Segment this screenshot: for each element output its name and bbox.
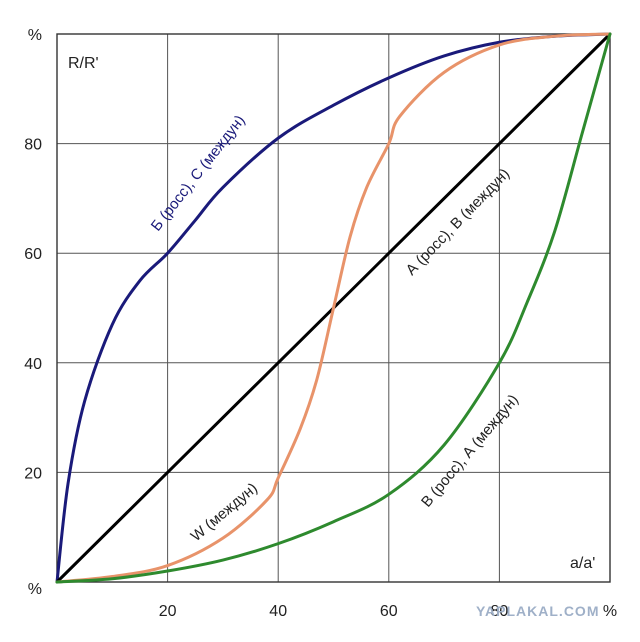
x-tick-label: % xyxy=(603,603,617,620)
watermark-logo: YAPLAKAL.COM xyxy=(476,603,600,619)
x-tick-label: 40 xyxy=(269,603,287,620)
grid xyxy=(56,33,611,583)
y-tick-label: 20 xyxy=(24,465,42,482)
y-tick-label: 60 xyxy=(24,246,42,263)
series-line-v-ross-a-mezhdun xyxy=(55,32,612,584)
series-line-w-mezhdun xyxy=(55,32,612,584)
plot-frame xyxy=(56,33,611,583)
x-tick-label: 20 xyxy=(159,603,177,620)
x-tick-label: 60 xyxy=(380,603,398,620)
y-tick-labels: % 20 40 60 80% xyxy=(24,27,42,598)
y-tick-label: 40 xyxy=(24,356,42,373)
x-tick-labels: 20 40 60 80% xyxy=(159,603,617,620)
x-axis-label: a/a' xyxy=(570,555,595,572)
y-tick-label: % xyxy=(28,581,42,598)
y-axis-label: R/R' xyxy=(68,55,99,72)
x-tick-label: 80 xyxy=(491,603,509,620)
series-line-b-ross-c-mezhdun xyxy=(55,32,612,584)
y-tick-label: 80 xyxy=(24,137,42,154)
series-group xyxy=(55,32,612,584)
y-tick-label: % xyxy=(28,27,42,44)
curve-label-w-mezhdun: W (междун) xyxy=(188,480,261,545)
